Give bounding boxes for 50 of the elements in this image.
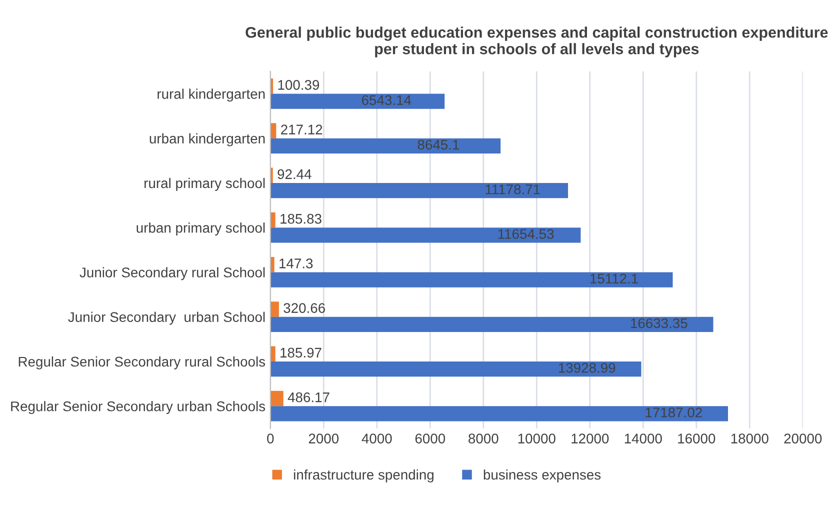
- bar: [270, 316, 714, 332]
- data-label: 320.66: [284, 303, 325, 313]
- data-label: 16633.35: [630, 318, 688, 328]
- legend-label: infrastructure spending: [294, 469, 434, 482]
- y-tick-label: rural primary school: [144, 178, 265, 191]
- data-label: 92.44: [278, 169, 312, 180]
- data-label: 17187.02: [646, 408, 702, 418]
- data-label: 13928.99: [558, 362, 616, 373]
- x-tick-label: 2000: [308, 434, 339, 444]
- legend-label: business expenses: [484, 469, 601, 482]
- data-label: 8645.1: [418, 140, 460, 150]
- data-label: 100.39: [278, 80, 320, 90]
- y-tick-label: urban kindergarten: [150, 133, 265, 146]
- data-label: 217.12: [281, 124, 322, 134]
- chart-title: General public budget education expenses and capital construction expenditure per student in schools of all levels and types: [246, 26, 828, 58]
- y-tick-label: urban primary school: [136, 222, 265, 236]
- x-tick-label: 12000: [572, 434, 609, 444]
- y-tick-label: Regular Senior Secondary rural Schools: [18, 356, 266, 370]
- data-label: 486.17: [288, 392, 330, 402]
- bar: [270, 346, 276, 362]
- bar: [270, 272, 673, 288]
- y-tick-label: Junior Secondary urban School: [68, 312, 265, 325]
- x-tick-label: 4000: [362, 434, 392, 444]
- bar: [270, 302, 279, 317]
- bar: [270, 361, 642, 377]
- data-label: 185.83: [280, 214, 322, 224]
- x-tick-label: 8000: [468, 434, 498, 444]
- bar: [270, 138, 501, 154]
- bar: [270, 212, 276, 228]
- bar: [270, 228, 581, 243]
- data-label: 147.3: [280, 258, 313, 268]
- data-label: 15112.1: [590, 274, 638, 284]
- x-tick-label: 6000: [415, 434, 446, 444]
- x-tick-label: 14000: [624, 434, 662, 444]
- x-tick-label: 16000: [678, 434, 716, 444]
- y-tick-label: Junior Secondary rural School: [80, 267, 265, 280]
- data-label: 11654.53: [498, 229, 554, 239]
- data-label: 6543.14: [362, 95, 412, 106]
- y-tick-label: rural kindergarten: [158, 88, 265, 102]
- data-label: 11178.71: [486, 184, 540, 194]
- bar: [270, 94, 445, 109]
- bar: [270, 182, 568, 198]
- x-tick-label: 10000: [518, 434, 556, 444]
- x-tick-label: 0: [267, 434, 274, 444]
- bar: [270, 406, 728, 422]
- bar: [270, 390, 284, 406]
- y-tick-label: Regular Senior Secondary urban Schools: [11, 401, 266, 414]
- data-label: 185.97: [280, 348, 322, 358]
- x-tick-label: 18000: [731, 434, 768, 444]
- x-tick-label: 20000: [784, 434, 822, 444]
